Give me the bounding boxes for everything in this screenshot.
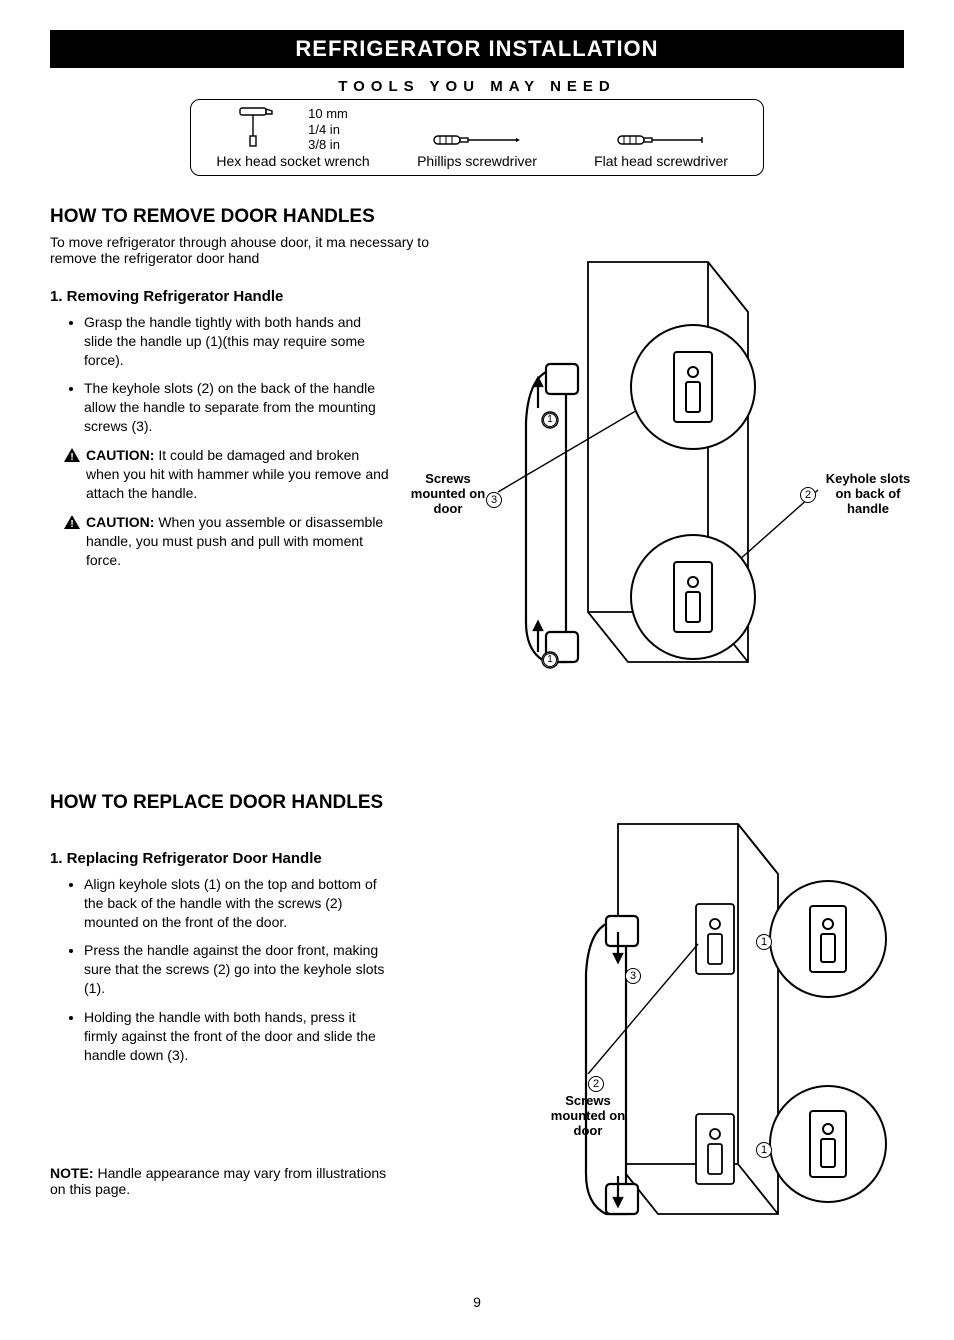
replace-step-1: Align keyhole slots (1) on the top and b… <box>84 875 390 932</box>
r-callout-2: 2 <box>588 1076 604 1092</box>
size-10mm: 10 mm <box>308 106 348 122</box>
caution1-label: CAUTION: <box>86 447 154 463</box>
replace-figure <box>458 814 938 1244</box>
tools-heading: TOOLS YOU MAY NEED <box>50 78 904 95</box>
remove-intro: To move refrigerator through ahouse door… <box>50 234 440 266</box>
callout-1-bot: 1 <box>543 653 557 667</box>
replace-step-2: Press the handle against the door front,… <box>84 941 390 998</box>
keyhole-label: Keyhole slots on back of handle <box>818 472 918 517</box>
replace-screws-label: Screws mounted on door <box>548 1094 628 1139</box>
size-38in: 3/8 in <box>308 137 348 153</box>
tools-box: 10 mm 1/4 in 3/8 in Hex head socket wren… <box>190 99 764 176</box>
remove-heading: HOW TO REMOVE DOOR HANDLES <box>50 206 904 228</box>
phillips-label: Phillips screwdriver <box>385 153 569 169</box>
r-callout-3: 3 <box>625 968 641 984</box>
wrench-label: Hex head socket wrench <box>201 153 385 169</box>
callout-2: 2 <box>800 487 816 503</box>
page: REFRIGERATOR INSTALLATION TOOLS YOU MAY … <box>0 0 954 1340</box>
note-label: NOTE: <box>50 1165 94 1181</box>
tool-flat: Flat head screwdriver <box>569 129 753 169</box>
replace-steps: Align keyhole slots (1) on the top and b… <box>50 875 390 1065</box>
replace-step-3: Holding the handle with both hands, pres… <box>84 1008 390 1065</box>
replace-left: 1. Replacing Refrigerator Door Handle Al… <box>50 844 410 1197</box>
tool-phillips: Phillips screwdriver <box>385 129 569 169</box>
note-text: Handle appearance may vary from illustra… <box>50 1165 386 1197</box>
replace-columns: 1. Replacing Refrigerator Door Handle Al… <box>50 844 904 1274</box>
size-14in: 1/4 in <box>308 122 348 138</box>
remove-left: 1. Removing Refrigerator Handle Grasp th… <box>50 282 410 580</box>
remove-columns: 1. Removing Refrigerator Handle Grasp th… <box>50 282 904 752</box>
r-callout-1-bot: 1 <box>756 1142 772 1158</box>
replace-heading: HOW TO REPLACE DOOR HANDLES <box>50 792 904 814</box>
remove-step-2: The keyhole slots (2) on the back of the… <box>84 379 390 436</box>
svg-text:!: ! <box>70 452 73 462</box>
caution2-label: CAUTION: <box>86 514 154 530</box>
wrench-sizes: 10 mm 1/4 in 3/8 in <box>308 106 348 153</box>
title-bar: REFRIGERATOR INSTALLATION <box>50 30 904 68</box>
remove-caution-1: ! CAUTION: It could be damaged and broke… <box>64 446 394 503</box>
warning-icon: ! <box>64 448 80 462</box>
remove-caution-2: ! CAUTION: When you assemble or disassem… <box>64 513 394 570</box>
remove-diagram: Screws mounted on door 3 Keyhole slots o… <box>418 282 904 752</box>
r-callout-1-top: 1 <box>756 934 772 950</box>
remove-subheading: 1. Removing Refrigerator Handle <box>50 288 410 305</box>
replace-subheading: 1. Replacing Refrigerator Door Handle <box>50 850 410 867</box>
phillips-icon <box>432 133 522 147</box>
remove-step-1: Grasp the handle tightly with both hands… <box>84 313 390 370</box>
flathead-icon <box>616 133 706 147</box>
callout-3: 3 <box>486 492 502 508</box>
warning-icon: ! <box>64 515 80 529</box>
tool-wrench: 10 mm 1/4 in 3/8 in Hex head socket wren… <box>201 106 385 169</box>
page-number: 9 <box>50 1294 904 1310</box>
svg-text:!: ! <box>70 519 73 529</box>
flat-label: Flat head screwdriver <box>569 153 753 169</box>
callout-1-top: 1 <box>543 413 557 427</box>
replace-diagram: Screws mounted on door 2 3 1 1 <box>418 844 904 1274</box>
remove-steps: Grasp the handle tightly with both hands… <box>50 313 390 436</box>
wrench-icon <box>238 106 274 150</box>
screws-label: Screws mounted on door <box>408 472 488 517</box>
note: NOTE: Handle appearance may vary from il… <box>50 1165 400 1197</box>
